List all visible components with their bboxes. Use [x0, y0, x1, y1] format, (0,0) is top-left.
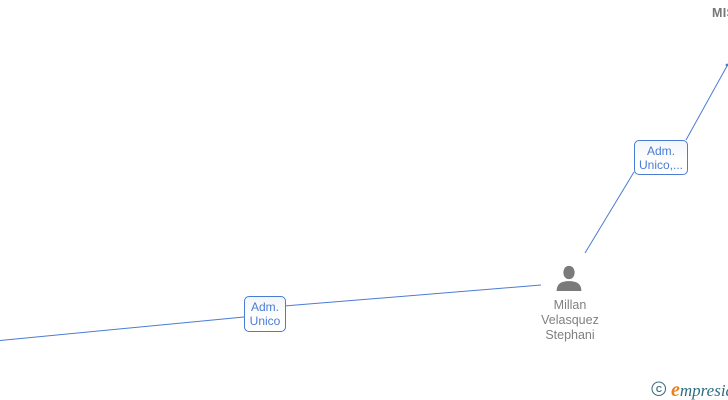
svg-text:C: C: [656, 384, 662, 394]
